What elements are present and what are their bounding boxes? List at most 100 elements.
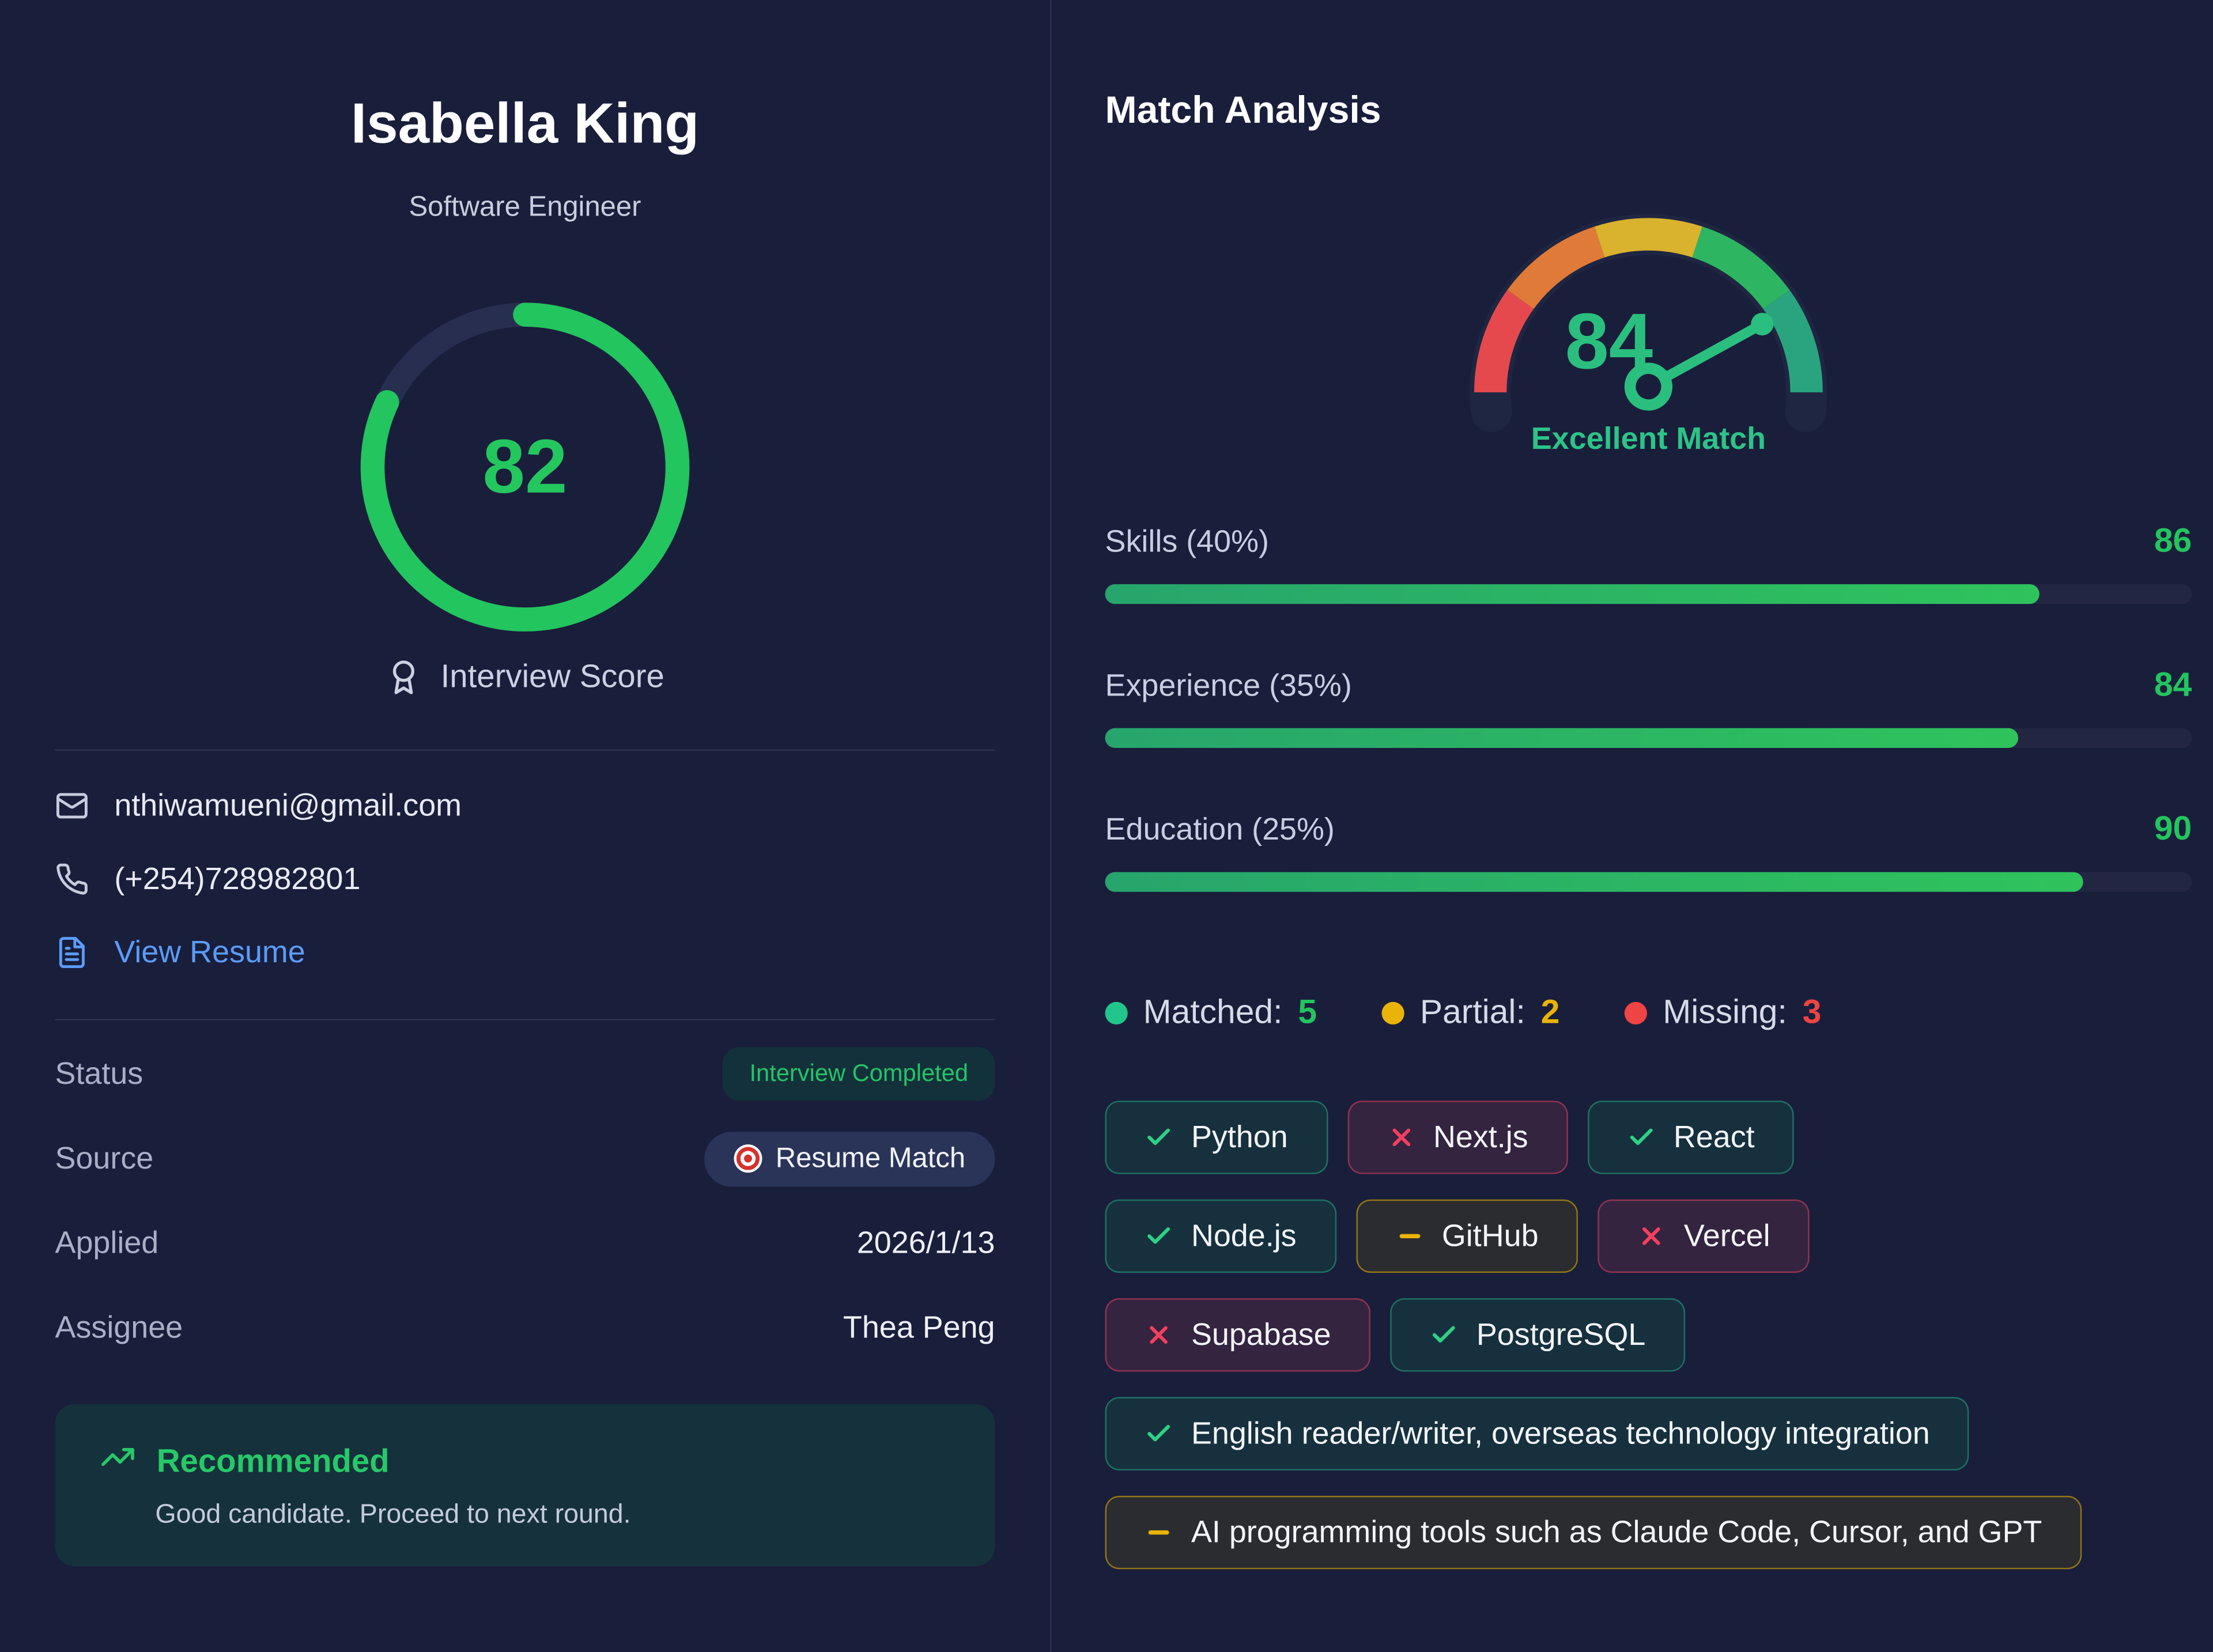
divider xyxy=(55,749,995,751)
criterion-label: Skills (40%) xyxy=(1105,523,1269,559)
partial-dot-icon xyxy=(1381,1001,1404,1025)
assignee-label: Assignee xyxy=(55,1309,183,1345)
legend-missing: Missing: 3 xyxy=(1625,993,1821,1033)
email-row: nthiwamueni@gmail.com xyxy=(55,788,995,825)
progress-track xyxy=(1105,728,2192,748)
criterion-skills: Skills (40%) 86 xyxy=(1105,522,2192,604)
check-icon xyxy=(1145,1222,1173,1250)
gauge-segment-orange xyxy=(1507,226,1605,309)
candidate-email: nthiwamueni@gmail.com xyxy=(114,787,462,823)
assignee-row: Assignee Thea Peng xyxy=(55,1286,995,1370)
legend-partial: Partial: 2 xyxy=(1381,993,1560,1033)
progress-fill xyxy=(1105,728,2018,748)
status-label: Status xyxy=(55,1055,143,1091)
skill-chip-python: Python xyxy=(1105,1101,1328,1174)
applied-row: Applied 2026/1/13 xyxy=(55,1201,995,1286)
skills-legend: Matched: 5 Partial: 2 Missing: 3 xyxy=(1105,993,2192,1033)
criteria-section: Skills (40%) 86 Experience (35%) 84 Ed xyxy=(1105,522,2192,892)
phone-row: (+254)728982801 xyxy=(55,861,995,898)
applied-label: Applied xyxy=(55,1224,159,1260)
details-section: Status Interview Completed Source Resume… xyxy=(55,1020,995,1370)
view-resume-link[interactable]: View Resume xyxy=(55,934,995,971)
status-row: Status Interview Completed xyxy=(55,1031,995,1116)
legend-partial-label: Partial: xyxy=(1419,993,1525,1032)
recommendation-card: Recommended Good candidate. Proceed to n… xyxy=(55,1404,995,1567)
legend-partial-count: 2 xyxy=(1540,993,1560,1032)
progress-fill xyxy=(1105,872,2083,892)
criterion-score: 90 xyxy=(2154,810,2192,848)
criterion-label: Education (25%) xyxy=(1105,811,1335,847)
progress-track xyxy=(1105,584,2192,604)
skill-chip-nodejs: Node.js xyxy=(1105,1199,1336,1273)
check-icon xyxy=(1145,1123,1173,1151)
match-analysis-heading: Match Analysis xyxy=(1105,89,1381,131)
check-icon xyxy=(1430,1321,1458,1349)
match-analysis-panel: Match Analysis 84 Excellent Match xyxy=(1051,0,2213,1652)
gauge-svg xyxy=(1470,214,1827,432)
legend-matched: Matched: 5 xyxy=(1105,993,1317,1033)
phone-icon xyxy=(55,862,89,896)
recommendation-title: Recommended xyxy=(156,1441,390,1479)
x-icon xyxy=(1387,1123,1415,1151)
skill-chip-github: GitHub xyxy=(1355,1199,1578,1273)
match-gauge: 84 xyxy=(1451,195,1846,432)
file-text-icon xyxy=(55,936,89,970)
check-icon xyxy=(1145,1420,1173,1448)
panel-divider xyxy=(1050,0,1052,1652)
criterion-score: 86 xyxy=(2154,522,2192,561)
x-icon xyxy=(1145,1321,1173,1349)
skill-chip-react: React xyxy=(1587,1101,1795,1174)
candidate-role: Software Engineer xyxy=(409,192,641,223)
missing-dot-icon xyxy=(1625,1001,1648,1025)
criterion-experience: Experience (35%) 84 xyxy=(1105,666,2192,748)
interview-score-label: Interview Score xyxy=(440,657,664,694)
candidate-phone: (+254)728982801 xyxy=(114,860,361,897)
check-icon xyxy=(1627,1123,1655,1151)
mail-icon xyxy=(55,789,89,823)
score-ring-svg xyxy=(360,303,690,632)
match-score-value: 84 xyxy=(1565,296,1653,385)
criterion-education: Education (25%) 90 xyxy=(1105,810,2192,892)
interview-score-ring: 82 xyxy=(360,302,690,632)
interview-score-value: 82 xyxy=(482,425,568,510)
source-badge-label: Resume Match xyxy=(775,1142,966,1174)
recommendation-text: Good candidate. Proceed to next round. xyxy=(155,1500,631,1530)
dash-icon xyxy=(1145,1518,1173,1547)
matched-dot-icon xyxy=(1105,1001,1128,1025)
interview-score-caption: Interview Score xyxy=(55,657,995,695)
skill-chip-english: English reader/writer, overseas technolo… xyxy=(1105,1397,1970,1470)
legend-missing-label: Missing: xyxy=(1663,993,1787,1032)
view-resume-label: View Resume xyxy=(114,934,305,970)
source-row: Source Resume Match xyxy=(55,1116,995,1201)
criterion-score: 84 xyxy=(2154,666,2192,705)
status-badge: Interview Completed xyxy=(722,1047,995,1101)
gauge-needle xyxy=(1624,312,1774,411)
skill-chip-supabase: Supabase xyxy=(1105,1298,1371,1372)
criterion-label: Experience (35%) xyxy=(1105,667,1352,703)
trending-up-icon xyxy=(100,1439,135,1481)
assignee-name: Thea Peng xyxy=(843,1309,995,1345)
gauge-segment-teal xyxy=(1763,290,1823,393)
gauge-segment-gold xyxy=(1594,218,1702,258)
target-icon xyxy=(733,1144,762,1173)
applied-date: 2026/1/13 xyxy=(856,1224,995,1260)
source-badge: Resume Match xyxy=(703,1131,995,1186)
candidate-name: Isabella King xyxy=(350,93,700,156)
divider xyxy=(55,1019,995,1020)
progress-fill xyxy=(1105,584,2040,604)
skill-chip-nextjs: Next.js xyxy=(1347,1101,1568,1174)
gauge-segment-red xyxy=(1474,290,1534,393)
legend-matched-count: 5 xyxy=(1298,993,1317,1032)
match-score-label: Excellent Match xyxy=(1531,420,1766,456)
candidate-panel: Isabella King Software Engineer 82 Inter… xyxy=(0,0,1050,1652)
progress-track xyxy=(1105,872,2192,892)
skill-chips: Python Next.js React Node.js G xyxy=(1105,1101,2192,1570)
interview-score-ring-fill xyxy=(360,303,690,632)
recommendation-header: Recommended xyxy=(100,1439,950,1481)
legend-missing-count: 3 xyxy=(1802,993,1822,1032)
award-icon xyxy=(386,658,422,695)
skill-chip-ai-tools: AI programming tools such as Claude Code… xyxy=(1105,1495,2082,1570)
contact-section: nthiwamueni@gmail.com (+254)728982801 xyxy=(55,751,995,977)
source-label: Source xyxy=(55,1140,154,1176)
dash-icon xyxy=(1395,1222,1423,1250)
